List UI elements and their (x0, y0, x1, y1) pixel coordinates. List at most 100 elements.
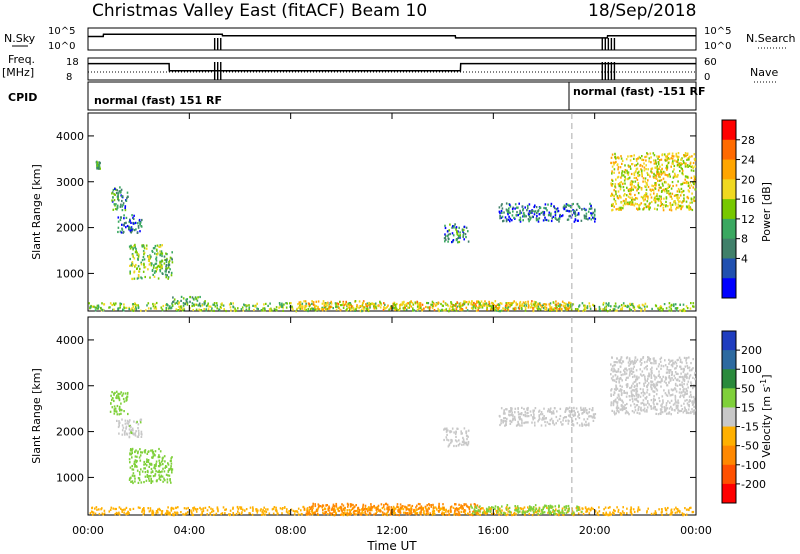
heatmap-cell (616, 195, 619, 198)
heatmap-cell (665, 197, 668, 200)
heatmap-cell (681, 201, 683, 204)
heatmap-cell (494, 309, 496, 312)
heatmap-cell (506, 408, 508, 411)
heatmap-cell (643, 402, 645, 405)
heatmap-cell (556, 218, 558, 221)
heatmap-cell (643, 361, 646, 364)
heatmap-cell (678, 376, 681, 379)
heatmap-cell (625, 376, 628, 379)
heatmap-cell (517, 410, 520, 414)
heatmap-cell (676, 163, 679, 166)
heatmap-cell (394, 306, 396, 309)
heatmap-cell (520, 307, 523, 310)
heatmap-cell (438, 502, 440, 505)
heatmap-cell (112, 397, 114, 400)
heatmap-cell (607, 506, 610, 509)
heatmap-cell (461, 440, 464, 443)
heatmap-cell (156, 265, 159, 269)
heatmap-cell (623, 194, 625, 197)
heatmap-cell (322, 509, 324, 512)
heatmap-cell (598, 510, 601, 513)
heatmap-cell (640, 406, 642, 409)
heatmap-cell (133, 229, 136, 232)
heatmap-cell (342, 504, 345, 507)
heatmap-cell (224, 512, 226, 515)
heatmap-cell (198, 308, 200, 311)
heatmap-cell (533, 417, 536, 420)
heatmap-cell (527, 415, 530, 418)
heatmap-cell (96, 166, 98, 169)
heatmap-cell (636, 411, 639, 414)
heatmap-cell (120, 203, 122, 206)
heatmap-cell (641, 172, 643, 175)
heatmap-cell (538, 507, 541, 510)
heatmap-cell (653, 399, 655, 402)
heatmap-cell (620, 208, 622, 211)
heatmap-cell (686, 158, 688, 161)
heatmap-cell (646, 305, 648, 308)
heatmap-cell (494, 300, 497, 303)
heatmap-cell (99, 161, 101, 165)
heatmap-cell (670, 364, 673, 367)
heatmap-cell (591, 409, 593, 412)
heatmap-cell (672, 304, 675, 308)
heatmap-cell (584, 506, 587, 509)
heatmap-cell (504, 308, 507, 312)
heatmap-cell (590, 415, 593, 418)
heatmap-cell (619, 397, 621, 400)
heatmap-cell (657, 189, 660, 192)
heatmap-cell (362, 505, 364, 508)
heatmap-cell (498, 307, 500, 310)
heatmap-cell (632, 188, 634, 191)
heatmap-cell (679, 309, 681, 312)
heatmap-cell (668, 173, 671, 176)
heatmap-cell (450, 305, 453, 308)
heatmap-cell (339, 308, 341, 311)
heatmap-cell (446, 427, 448, 430)
heatmap-cell (154, 252, 156, 255)
heatmap-cell (133, 474, 136, 477)
heatmap-cell (615, 370, 618, 373)
heatmap-cell (672, 388, 675, 391)
heatmap-cell (414, 512, 416, 515)
heatmap-cell (138, 432, 140, 435)
heatmap-cell (621, 306, 624, 309)
heatmap-cell (649, 361, 652, 365)
heatmap-cell (656, 155, 658, 158)
heatmap-cell (325, 303, 328, 307)
heatmap-cell (154, 270, 156, 273)
heatmap-cell (151, 456, 153, 459)
heatmap-cell (565, 507, 568, 510)
heatmap-cell (413, 508, 415, 512)
heatmap-cell (642, 208, 644, 211)
heatmap-cell (585, 510, 587, 513)
heatmap-cell (630, 390, 633, 393)
heatmap-cell (547, 214, 550, 217)
heatmap-cell (565, 511, 568, 514)
heatmap-cell (140, 261, 142, 264)
heatmap-cell (114, 207, 117, 211)
heatmap-cell (656, 381, 659, 384)
heatmap-cell (658, 174, 660, 177)
heatmap-cell (461, 229, 464, 232)
heatmap-cell (445, 510, 447, 513)
heatmap-cell (668, 152, 671, 155)
heatmap-cell (487, 509, 490, 513)
heatmap-cell (509, 410, 511, 413)
heatmap-cell (650, 512, 653, 515)
heatmap-cell (102, 513, 104, 516)
heatmap-cell (657, 157, 659, 160)
heatmap-cell (692, 169, 695, 172)
heatmap-cell (311, 307, 313, 310)
heatmap-cell (393, 301, 396, 304)
heatmap-cell (342, 512, 345, 515)
heatmap-cell (323, 303, 326, 306)
heatmap-cell (654, 405, 656, 409)
heatmap-cell (609, 513, 611, 517)
heatmap-cell (445, 234, 447, 237)
heatmap-cell (518, 423, 520, 426)
heatmap-cell (636, 404, 639, 407)
heatmap-cell (693, 153, 696, 156)
heatmap-cell (153, 307, 156, 310)
cpid-text-2: normal (fast) -151 RF (573, 85, 706, 98)
